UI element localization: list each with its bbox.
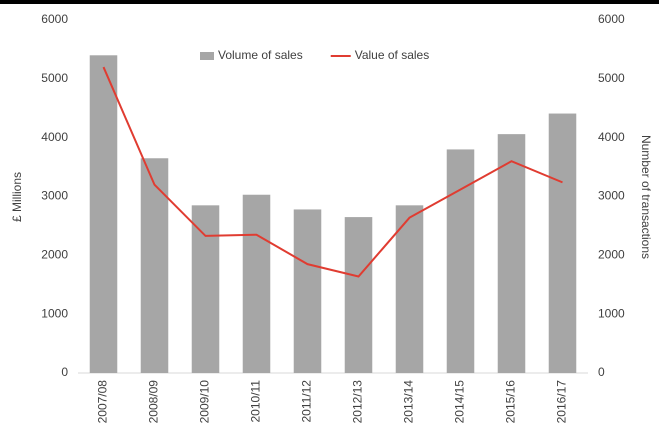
y-tick-label: 6000 — [41, 12, 68, 26]
bar — [242, 194, 271, 373]
x-tick-label: 2016/17 — [555, 380, 569, 424]
y2-tick-label: 0 — [598, 365, 605, 379]
x-tick-label: 2010/11 — [249, 380, 263, 423]
y2-tick-label: 4000 — [598, 130, 625, 144]
bar — [293, 209, 322, 373]
legend-label: Volume of sales — [218, 48, 303, 62]
bar — [395, 205, 424, 373]
bar — [89, 55, 118, 374]
x-tick-label: 2007/08 — [96, 380, 110, 424]
x-tick-label: 2013/14 — [402, 380, 416, 424]
y2-axis-label: Number of transactions — [639, 135, 653, 259]
bar — [446, 149, 475, 373]
bar — [344, 217, 373, 373]
legend-label: Value of sales — [355, 48, 430, 62]
line — [102, 66, 563, 278]
y-tick-label: 3000 — [41, 189, 68, 203]
y-tick-label: 2000 — [41, 248, 68, 262]
bar — [191, 205, 220, 373]
y2-tick-label: 5000 — [598, 71, 625, 85]
y-tick-label: 4000 — [41, 130, 68, 144]
x-tick-label: 2011/12 — [300, 380, 314, 423]
y2-tick-label: 1000 — [598, 306, 625, 320]
y2-tick-label: 3000 — [598, 189, 625, 203]
bar — [140, 158, 169, 373]
top-strip — [0, 0, 659, 4]
x-tick-label: 2014/15 — [453, 380, 467, 424]
bar — [497, 134, 526, 373]
bar — [548, 113, 577, 374]
legend-swatch — [200, 52, 214, 60]
y2-tick-label: 2000 — [598, 248, 625, 262]
y2-tick-label: 6000 — [598, 12, 625, 26]
x-tick-label: 2015/16 — [504, 380, 518, 424]
x-tick-label: 2009/10 — [198, 380, 212, 424]
y-tick-label: 1000 — [41, 306, 68, 320]
x-tick-label: 2012/13 — [351, 380, 365, 424]
y-tick-label: 0 — [61, 365, 68, 379]
y-tick-label: 5000 — [41, 71, 68, 85]
x-tick-label: 2008/09 — [147, 380, 161, 424]
y-axis-label: £ Millions — [10, 172, 24, 222]
